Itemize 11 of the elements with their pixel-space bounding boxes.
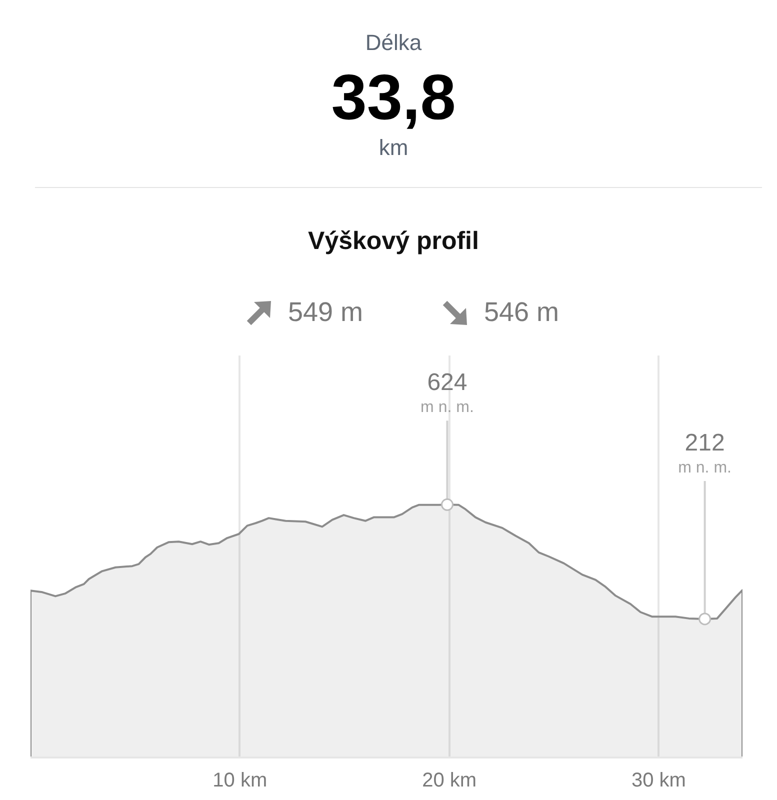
text: 549 m [288,297,364,327]
annotation: 624 m n. m. [420,369,474,416]
x-tick-label: 20 km [422,770,477,792]
annotation: 212 m n. m. [678,429,732,476]
text: 546 m [484,297,560,327]
x-tick-label: 30 km [632,770,686,792]
text: 33,8 [330,61,457,133]
text: Délka [364,30,423,55]
text: km [378,135,410,160]
chart-title: Výškový profil [307,227,480,255]
x-tick-label: 10 km [212,770,268,792]
